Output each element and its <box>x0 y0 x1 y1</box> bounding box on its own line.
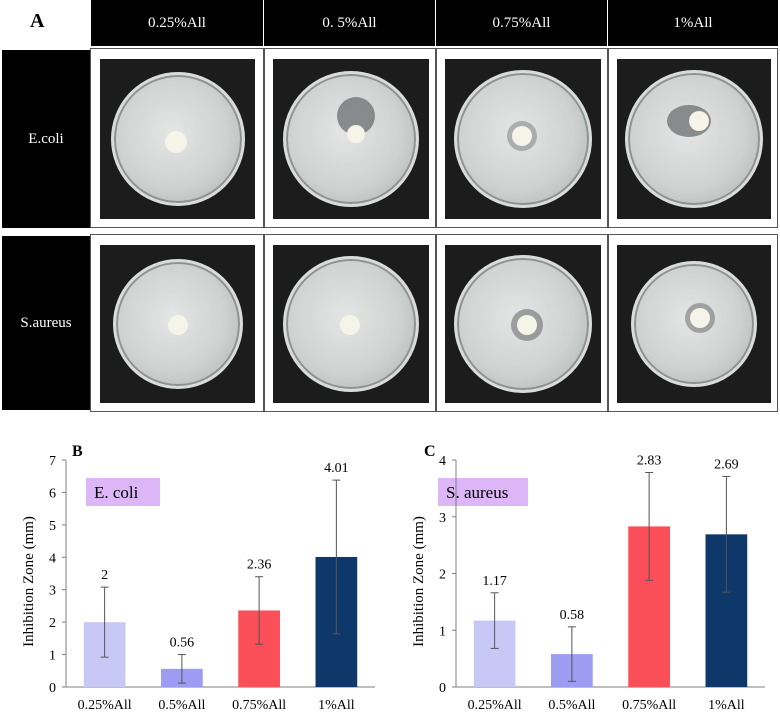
chart-c-saureus: C S. aureus 0 1 2 3 4 Inhibition Zone (mm) 1.17 0… <box>411 443 765 713</box>
panel-letter: B <box>72 443 83 460</box>
column-header-2: 0. 5%All <box>264 0 436 46</box>
photo-grid: A 0.25%All 0. 5%All 0.75%All 1%All E.col… <box>2 0 778 412</box>
y-tick-label: 2 <box>439 568 446 583</box>
y-tick-label: 1 <box>49 649 56 664</box>
data-label: 0.56 <box>170 636 195 651</box>
row-label-saureus: S.aureus <box>2 236 90 410</box>
column-header-1: 0.25%All <box>91 0 264 46</box>
data-label: 4.01 <box>324 461 349 476</box>
plate-cell <box>90 234 264 412</box>
y-tick-label: 4 <box>439 454 446 469</box>
legend-label: E. coli <box>94 483 139 502</box>
petri-dish-photo <box>100 59 255 219</box>
x-tick-label: 0.75%All <box>622 698 676 713</box>
petri-dish-photo <box>617 59 771 219</box>
data-label: 2.36 <box>247 558 272 573</box>
petri-dish-photo <box>273 245 429 403</box>
y-axis-label: Inhibition Zone (mm) <box>411 516 427 647</box>
plate-cell <box>608 234 778 412</box>
data-label: 0.58 <box>560 608 585 623</box>
plate-cell <box>436 234 608 412</box>
x-tick-label: 0.5%All <box>158 698 205 713</box>
petri-dish-photo <box>100 245 255 403</box>
data-label: 1.17 <box>482 574 507 589</box>
y-tick-label: 3 <box>439 511 446 526</box>
y-tick-label: 0 <box>49 681 56 696</box>
data-label: 2 <box>101 568 108 583</box>
x-tick-label: 0.25%All <box>468 698 522 713</box>
legend-box <box>86 478 160 506</box>
plate-cell <box>436 48 608 228</box>
petri-dish-photo <box>273 59 429 219</box>
y-tick-label: 7 <box>49 454 56 469</box>
plate-cell <box>90 48 264 228</box>
y-tick-label: 5 <box>49 519 56 534</box>
plate-cell <box>264 48 436 228</box>
data-label: 2.69 <box>714 457 739 472</box>
petri-dish-photo <box>445 59 601 219</box>
petri-dish-photo <box>445 245 601 403</box>
x-tick-label: 1%All <box>708 698 745 713</box>
row-label-ecoli: E.coli <box>2 50 90 228</box>
y-tick-label: 2 <box>49 616 56 631</box>
x-tick-label: 0.25%All <box>78 698 132 713</box>
plate-cell <box>264 234 436 412</box>
x-tick-label: 0.75%All <box>232 698 286 713</box>
column-header-4: 1%All <box>608 0 778 46</box>
column-header-3: 0.75%All <box>436 0 608 46</box>
panel-letter: C <box>424 443 436 460</box>
y-tick-label: 0 <box>439 681 446 696</box>
y-tick-label: 3 <box>49 584 56 599</box>
data-label: 2.83 <box>637 453 662 468</box>
legend-box <box>438 478 528 506</box>
y-tick-label: 6 <box>49 486 56 501</box>
y-axis-label: Inhibition Zone (mm) <box>21 516 37 647</box>
x-tick-label: 1%All <box>318 698 355 713</box>
panel-a-label: A <box>30 10 45 32</box>
legend-label: S. aureus <box>446 483 508 502</box>
petri-dish-photo <box>617 245 771 403</box>
plate-cell <box>608 48 778 228</box>
x-tick-label: 0.5%All <box>548 698 595 713</box>
y-tick-label: 4 <box>49 551 56 566</box>
y-tick-label: 1 <box>439 624 446 639</box>
chart-b-ecoli: B E. coli 0 1 2 3 4 5 6 7 Inhibition Zone (mm) 2 0.2… <box>21 443 375 713</box>
